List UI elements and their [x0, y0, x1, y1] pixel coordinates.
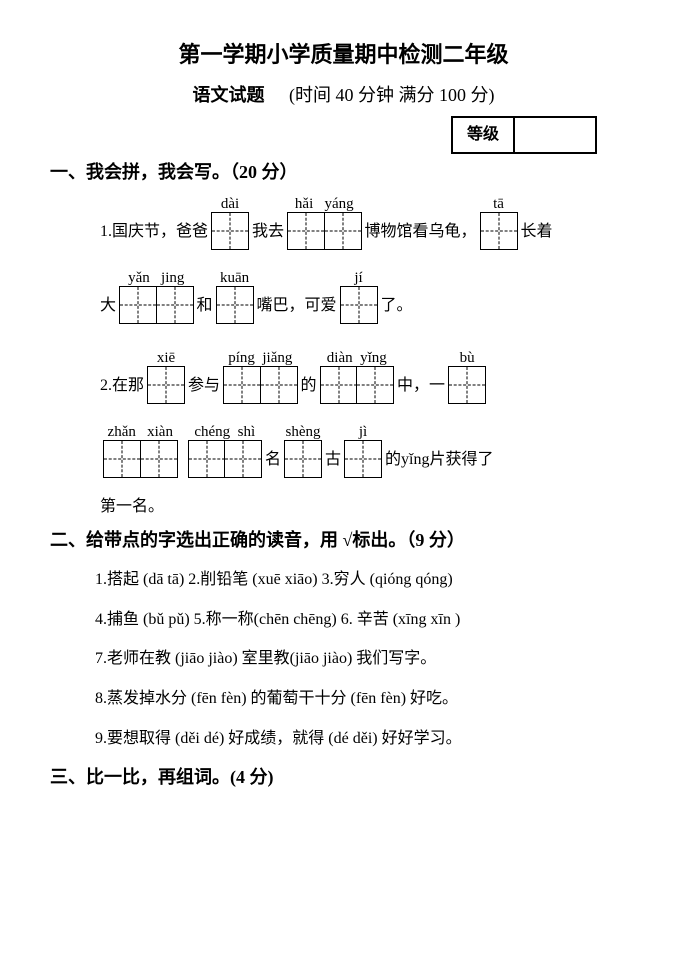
grade-label: 等级 [453, 118, 515, 152]
grade-blank[interactable] [515, 118, 595, 152]
tianzi-box[interactable] [287, 212, 325, 250]
pinyin-haiyang: hǎi yáng [295, 194, 354, 212]
tianzi-box[interactable] [448, 366, 486, 404]
cell-dianying: diàn yǐng [320, 348, 395, 404]
pinyin-dianying: diàn yǐng [327, 348, 387, 366]
pinyin-ji: jí [354, 268, 362, 286]
tianzi-box[interactable] [147, 366, 185, 404]
cell-ji2: jì [344, 422, 382, 478]
q2-t2: 的 [301, 375, 317, 403]
cell-xie: xiē [147, 348, 185, 404]
q1-t3: 长着 [521, 221, 553, 249]
subtitle-row: 语文试题 (时间 40 分钟 满分 100 分) [50, 83, 637, 108]
tianzi-box[interactable] [156, 286, 194, 324]
tianzi-box[interactable] [119, 286, 157, 324]
tianzi-box[interactable] [284, 440, 322, 478]
cell-sheng: shèng [284, 422, 322, 478]
pinyin-sheng: shèng [286, 422, 321, 440]
q2b-t2: 古 [325, 449, 341, 477]
tianzi-box[interactable] [140, 440, 178, 478]
time-score-label: (时间 40 分钟 满分 100 分) [289, 85, 495, 105]
tianzi-box[interactable] [103, 440, 141, 478]
cell-chengshi: chéng shì [188, 422, 263, 478]
s2-row-3: 7.老师在教 (jiāo jiào) 室里教(jiāo jiào) 我们写字。 [95, 646, 637, 672]
cell-bu: bù [448, 348, 486, 404]
s2-row-2: 4.捕鱼 (bǔ pǔ) 5.称一称(chēn chēng) 6. 辛苦 (xī… [95, 607, 637, 633]
pinyin-dai: dài [221, 194, 239, 212]
tianzi-box[interactable] [223, 366, 261, 404]
tianzi-box[interactable] [216, 286, 254, 324]
cell-pingjiang: píng jiǎng [223, 348, 298, 404]
s2-row-5: 9.要想取得 (děi dé) 好成绩，就得 (dé děi) 好好学习。 [95, 726, 637, 752]
q1-t1: 我去 [252, 221, 284, 249]
q2-line2: zhǎn xiàn chéng shì 名 shèng 古 jì 的yǐng片获… [50, 422, 637, 478]
q2-prefix: 2.在那 [100, 375, 144, 403]
cell-kuan: kuān [216, 268, 254, 324]
tianzi-box[interactable] [224, 440, 262, 478]
pinyin-kuan: kuān [220, 268, 249, 286]
q1-prefix: 1.国庆节，爸爸 [100, 221, 208, 249]
tianzi-box[interactable] [188, 440, 226, 478]
section-3-heading: 三、比一比，再组词。(4 分) [50, 765, 637, 790]
pinyin-chengshi: chéng shì [194, 422, 255, 440]
grade-box-row: 等级 [50, 116, 637, 154]
pinyin-zhanxian: zhǎn xiàn [108, 422, 173, 440]
pinyin-ta: tā [493, 194, 504, 212]
q2b-t1: 名 [265, 449, 281, 477]
tianzi-box[interactable] [324, 212, 362, 250]
q1-t2: 博物馆看乌龟， [365, 221, 477, 249]
tianzi-box[interactable] [260, 366, 298, 404]
tianzi-box[interactable] [344, 440, 382, 478]
q1b-t2: 嘴巴，可爱 [257, 295, 337, 323]
s2-row-4: 8.蒸发掉水分 (fēn fèn) 的葡萄干十分 (fēn fèn) 好吃。 [95, 686, 637, 712]
pinyin-ji2: jì [359, 422, 367, 440]
pinyin-yanjing: yǎn jing [128, 268, 184, 286]
pinyin-xie: xiē [157, 348, 175, 366]
cell-haiyang: hǎi yáng [287, 194, 362, 250]
pinyin-bu: bù [460, 348, 475, 366]
q2-line1: 2.在那 xiē 参与 píng jiǎng 的 diàn yǐng 中，一 b… [50, 348, 637, 404]
tianzi-box[interactable] [320, 366, 358, 404]
q1b-t1: 和 [197, 295, 213, 323]
s2-row-1: 1.搭起 (dā tā) 2.削铅笔 (xuē xiāo) 3.穷人 (qión… [95, 567, 637, 593]
section-2-list: 1.搭起 (dā tā) 2.削铅笔 (xuē xiāo) 3.穷人 (qión… [50, 567, 637, 751]
page-title: 第一学期小学质量期中检测二年级 [50, 40, 637, 71]
cell-ji: jí [340, 268, 378, 324]
q2-t3: 中，一 [397, 375, 445, 403]
pinyin-pingjiang: píng jiǎng [228, 348, 292, 366]
tianzi-box[interactable] [356, 366, 394, 404]
spacer [181, 449, 185, 477]
q2-t1: 参与 [188, 375, 220, 403]
tianzi-box[interactable] [480, 212, 518, 250]
q2b-t3: 的yǐng片获得了 [385, 449, 493, 477]
q1-line2: 大 yǎn jing 和 kuān 嘴巴，可爱 jí 了。 [50, 268, 637, 324]
q1b-t0: 大 [100, 295, 116, 323]
subject-label: 语文试题 [193, 85, 265, 105]
section-1-heading: 一、我会拼，我会写。（20 分） [50, 160, 637, 185]
cell-zhanxian: zhǎn xiàn [103, 422, 178, 478]
q1-line1: 1.国庆节，爸爸 dài 我去 hǎi yáng 博物馆看乌龟， tā 长着 [50, 194, 637, 250]
section-2-heading: 二、给带点的字选出正确的读音，用 √标出。（9 分） [50, 528, 637, 553]
tianzi-box[interactable] [340, 286, 378, 324]
tianzi-box[interactable] [211, 212, 249, 250]
cell-ta: tā [480, 194, 518, 250]
cell-yanjing: yǎn jing [119, 268, 194, 324]
cell-dai: dài [211, 194, 249, 250]
grade-box: 等级 [451, 116, 597, 154]
q2-end: 第一名。 [50, 496, 637, 518]
q1b-t3: 了。 [381, 295, 413, 323]
